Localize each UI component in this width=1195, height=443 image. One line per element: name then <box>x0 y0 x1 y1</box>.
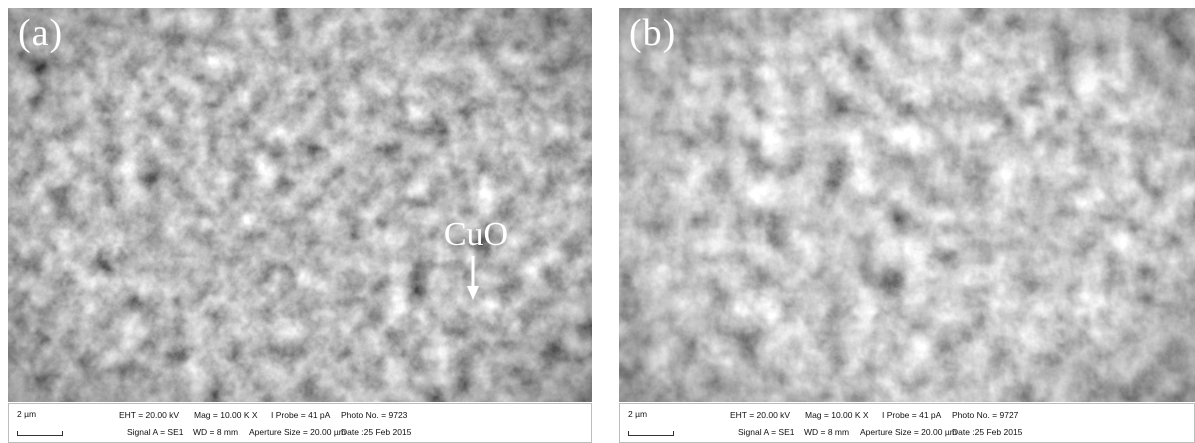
eht-value: EHT = 20.00 kV <box>119 410 180 420</box>
cuo-annotation: CuO <box>436 216 516 300</box>
working-distance-value: WD = 8 mm <box>804 427 850 437</box>
magnification-value: Mag = 10.00 K X <box>194 410 258 420</box>
date-value: Date :25 Feb 2015 <box>952 427 1023 437</box>
probe-current-value: I Probe = 41 pA <box>882 410 942 420</box>
scale-bar-label: 2 µm <box>628 409 648 419</box>
scale-bar-label: 2 µm <box>17 409 37 419</box>
cuo-label: CuO <box>443 216 509 253</box>
panel-label: (b) <box>629 12 677 54</box>
signal-value: Signal A = SE1 <box>127 427 184 437</box>
sem-databar: 2 µm EHT = 20.00 kV Mag = 10.00 K X I Pr… <box>619 403 1195 443</box>
aperture-size-value: Aperture Size = 20.00 µm <box>860 427 957 437</box>
arrow-down-icon <box>467 256 479 300</box>
date-value: Date :25 Feb 2015 <box>341 427 412 437</box>
working-distance-value: WD = 8 mm <box>193 427 239 437</box>
scale-bar-line <box>17 431 63 436</box>
magnification-value: Mag = 10.00 K X <box>805 410 869 420</box>
scale-bar: 2 µm <box>628 409 674 436</box>
scale-bar-line <box>628 431 674 436</box>
sem-databar: 2 µm EHT = 20.00 kV Mag = 10.00 K X I Pr… <box>8 403 592 443</box>
sem-panel-b: (b) 2 µm EHT = 20.00 kV Mag = 10.00 K X … <box>619 0 1195 443</box>
photo-number: Photo No. = 9727 <box>952 410 1019 420</box>
photo-number: Photo No. = 9723 <box>341 410 408 420</box>
signal-value: Signal A = SE1 <box>738 427 795 437</box>
micrograph-texture-b <box>619 8 1195 402</box>
sem-micrograph-a <box>8 8 592 402</box>
probe-current-value: I Probe = 41 pA <box>271 410 331 420</box>
panel-label: (a) <box>18 12 64 54</box>
micrograph-texture-a <box>8 8 592 402</box>
scale-bar: 2 µm <box>17 409 63 436</box>
sem-panel-a: (a) CuO 2 µm EHT = 20.00 kV Mag = 10.00 … <box>8 0 592 443</box>
aperture-size-value: Aperture Size = 20.00 µm <box>249 427 346 437</box>
sem-micrograph-b <box>619 8 1195 402</box>
eht-value: EHT = 20.00 kV <box>730 410 791 420</box>
